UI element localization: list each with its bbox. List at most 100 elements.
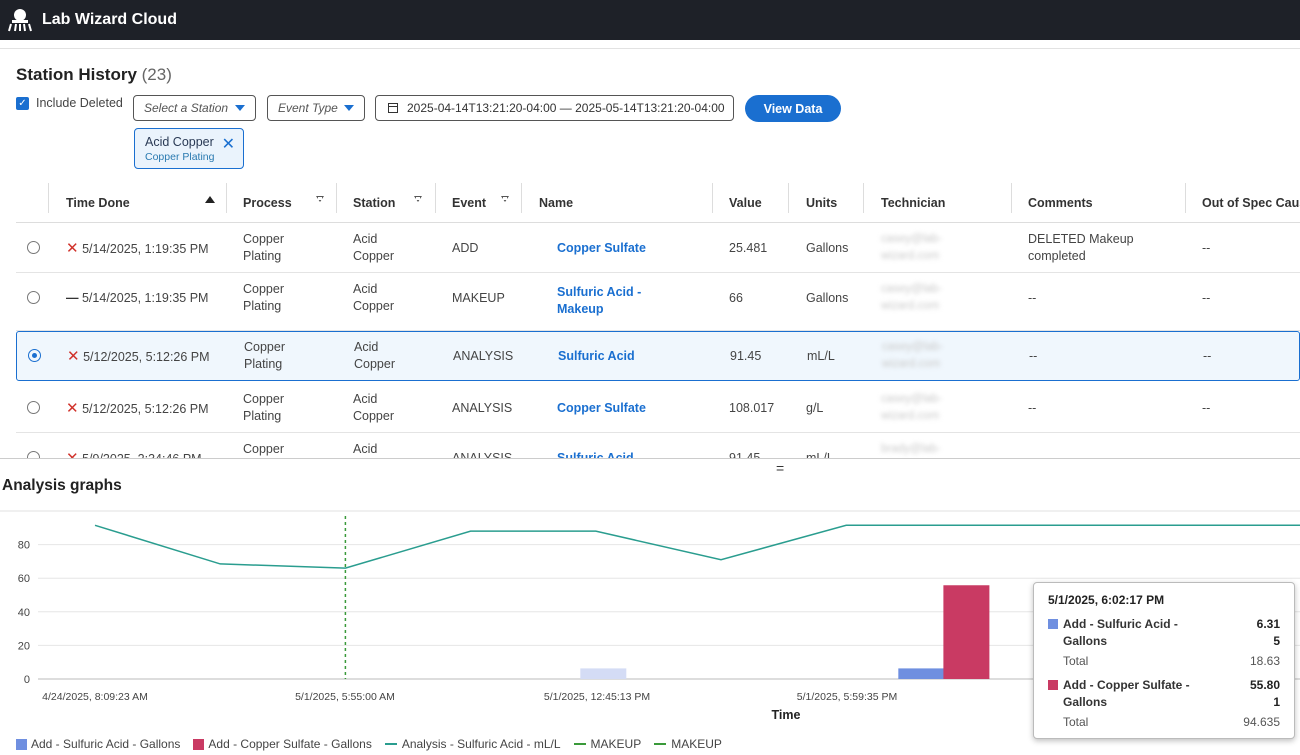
table-row[interactable]: — 5/14/2025, 1:19:35 PM Copper Plating Acid… [16,273,1300,331]
legend-item[interactable]: MAKEUP [573,737,641,751]
tooltip-total: Total 18.63 [1063,654,1280,668]
series-swatch [1048,680,1058,690]
calendar-icon [388,103,398,113]
station-select[interactable]: Select a Station [133,95,256,121]
filter-icon[interactable] [501,196,509,202]
station-cell: Acid Copper [353,232,394,263]
table-header: Time Done Process Station Event Name Val… [16,183,1300,223]
filter-icon[interactable] [414,196,422,202]
analysis-chart: 0 20 40 60 80 4/24/2025, 8:09:23 AM 5/1/2025, … [0,510,1300,722]
chip-station: Acid Copper [145,135,214,149]
column-header-event[interactable]: Event [452,196,487,210]
chart-legend: Add - Sulfuric Acid - Gallons Add - Copp… [16,737,735,751]
row-radio[interactable] [28,349,41,362]
y-tick-label: 80 [18,540,30,552]
column-header-name[interactable]: Name [539,196,574,210]
column-header-comments[interactable]: Comments [1028,196,1093,210]
column-header-station[interactable]: Station [353,196,396,210]
name-link[interactable]: Copper Sulfate [557,241,646,255]
units-cell: g/L [806,401,824,415]
value-cell: 91.45 [730,349,762,363]
event-cell: ANALYSIS [452,401,513,415]
record-count: (23) [141,65,172,84]
name-link[interactable]: Copper Sulfate [557,401,646,415]
include-deleted-toggle[interactable]: ✓ Include Deleted [16,96,123,110]
time-done-cell: ✕ 5/14/2025, 1:19:35 PM [66,240,209,257]
include-deleted-checkbox[interactable]: ✓ [16,96,29,110]
legend-item[interactable]: MAKEUP [654,737,722,751]
column-header-value[interactable]: Value [729,196,762,210]
column-header-units[interactable]: Units [806,196,838,210]
legend-item[interactable]: Add - Copper Sulfate - Gallons [193,737,372,751]
legend-swatch [654,743,667,745]
bar [580,668,627,679]
table-row[interactable]: ✕ 5/14/2025, 1:19:35 PM Copper Plating Acid… [16,223,1300,273]
filter-icon[interactable] [316,196,324,202]
x-tick-label: 5/1/2025, 5:59:35 PM [797,691,897,703]
name-link[interactable]: Sulfuric Acid [558,349,635,363]
sort-ascending-icon[interactable] [205,196,215,203]
tooltip-title: 5/1/2025, 6:02:17 PM [1048,593,1165,607]
table-row[interactable]: ✕ 5/12/2025, 5:12:26 PM Copper Plating Acid… [16,383,1300,433]
row-radio[interactable] [27,241,40,254]
view-data-button[interactable]: View Data [745,95,841,122]
legend-swatch [573,743,586,745]
out-of-spec-cell: -- [1203,349,1212,363]
series-line [94,524,1300,569]
lab-wizard-logo-icon [8,9,32,32]
legend-swatch [193,738,205,750]
splitter-grip-icon[interactable]: = [776,460,785,476]
row-radio[interactable] [27,291,40,304]
station-cell: Acid Copper [354,340,395,371]
tooltip-total: Total 94.635 [1063,715,1280,729]
event-cell: ANALYSIS [453,349,514,363]
date-range-value: 2025-04-14T13:21:20-04:00 — 2025-05-14T1… [407,101,725,115]
row-radio[interactable] [27,451,40,458]
tooltip-label: Add - Copper Sulfate - Gallons [1063,678,1190,709]
remove-chip-icon[interactable]: ✕ [221,136,235,153]
technician-cell: brady@lab- [881,443,941,455]
units-cell: mL/L [807,349,835,363]
units-cell: mL/L [806,451,834,458]
table-row[interactable]: ✕ 5/9/2025, 2:34:46 PM Copper Acid ANALYSIS… [16,433,1300,458]
time-done-cell: ✕ 5/9/2025, 2:34:46 PM [66,450,202,458]
station-cell: Acid Copper [353,282,394,313]
tooltip-value: 55.80 1 [1249,678,1280,709]
event-type-select[interactable]: Event Type [267,95,365,121]
comments-cell: -- [1029,349,1038,363]
process-cell: Copper Plating [243,232,284,263]
deleted-icon: ✕ [66,400,79,417]
name-link[interactable]: Sulfuric Acid - Makeup [557,285,642,316]
value-cell: 25.481 [729,241,768,255]
legend-swatch [16,738,27,750]
column-header-time-done[interactable]: Time Done [66,196,130,210]
comments-cell: -- [1028,401,1037,415]
comments-cell: DELETED Makeup completed [1028,232,1134,263]
date-range-picker[interactable]: 2025-04-14T13:21:20-04:00 — 2025-05-14T1… [375,95,734,121]
tooltip-item: Add - Copper Sulfate - Gallons 55.80 1 [1048,677,1280,711]
legend-item[interactable]: Add - Sulfuric Acid - Gallons [16,737,180,751]
tooltip-label: Add - Sulfuric Acid - Gallons [1063,617,1178,648]
name-link[interactable]: Sulfuric Acid [557,451,634,458]
legend-item[interactable]: Analysis - Sulfuric Acid - mL/L [384,737,561,751]
station-history-table: Time Done Process Station Event Name Val… [16,183,1300,458]
time-done-cell: — 5/14/2025, 1:19:35 PM [66,291,209,305]
caret-down-icon [344,105,354,111]
y-tick-label: 0 [24,674,30,686]
column-header-technician[interactable]: Technician [881,196,946,210]
process-cell: Copper Plating [244,340,285,371]
bar [943,585,990,679]
x-tick-label: 5/1/2025, 5:55:00 AM [295,691,395,703]
table-row[interactable]: ✕ 5/12/2025, 5:12:26 PM Copper Plating Acid… [16,331,1300,381]
column-header-process[interactable]: Process [243,196,292,210]
panel-splitter[interactable] [0,458,1300,459]
event-cell: ANALYSIS [452,451,513,458]
event-type-placeholder: Event Type [278,101,338,115]
column-header-out-of-spec-cause[interactable]: Out of Spec Caus [1202,196,1300,210]
deleted-icon: ✕ [66,450,79,458]
value-cell: 108.017 [729,401,775,415]
row-radio[interactable] [27,401,40,414]
legend-swatch [384,743,397,745]
value-cell: 66 [729,291,743,305]
y-tick-label: 40 [18,607,30,619]
